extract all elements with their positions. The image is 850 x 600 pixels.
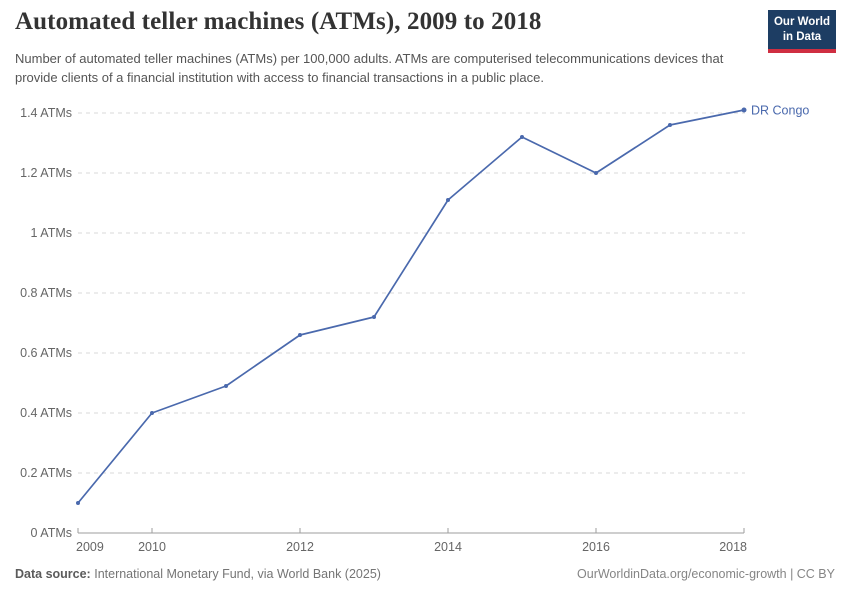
- data-point: [741, 107, 747, 113]
- y-axis-label: 1 ATMs: [31, 226, 72, 240]
- data-point: [372, 315, 376, 319]
- chart-footer: Data source: International Monetary Fund…: [15, 567, 835, 581]
- entity-label[interactable]: DR Congo: [751, 104, 809, 118]
- data-source: Data source: International Monetary Fund…: [15, 567, 381, 581]
- credit-link[interactable]: OurWorldinData.org/economic-growth | CC …: [577, 567, 835, 581]
- x-axis-label: 2014: [434, 540, 462, 554]
- x-axis-label: 2018: [719, 540, 747, 554]
- y-axis-label: 0.2 ATMs: [20, 466, 72, 480]
- logo-line-2: in Data: [782, 30, 822, 43]
- owid-logo[interactable]: Our World in Data: [768, 10, 836, 53]
- data-point: [594, 171, 598, 175]
- y-axis-label: 1.4 ATMs: [20, 106, 72, 120]
- logo-line-1: Our World: [773, 16, 830, 28]
- y-axis-label: 0.4 ATMs: [20, 406, 72, 420]
- data-point: [298, 333, 302, 337]
- y-axis-label: 0 ATMs: [31, 526, 72, 540]
- data-point: [150, 411, 154, 415]
- y-axis-label: 1.2 ATMs: [20, 166, 72, 180]
- data-point: [224, 384, 228, 388]
- data-point: [668, 123, 672, 127]
- x-axis-label: 2010: [138, 540, 166, 554]
- data-point: [520, 135, 524, 139]
- x-axis-label: 2016: [582, 540, 610, 554]
- x-axis-label: 2012: [286, 540, 314, 554]
- series-line[interactable]: [77, 109, 745, 504]
- y-axis-label: 0.8 ATMs: [20, 286, 72, 300]
- data-point: [76, 501, 80, 505]
- page-title: Automated teller machines (ATMs), 2009 t…: [15, 8, 542, 35]
- data-source-label: Data source:: [15, 567, 91, 581]
- data-point: [446, 198, 450, 202]
- x-axis-label: 2009: [76, 540, 104, 554]
- logo-red-bar: [768, 48, 836, 53]
- chart-subtitle: Number of automated teller machines (ATM…: [15, 51, 724, 85]
- data-source-text: International Monetary Fund, via World B…: [94, 567, 381, 581]
- y-axis-label: 0.6 ATMs: [20, 346, 72, 360]
